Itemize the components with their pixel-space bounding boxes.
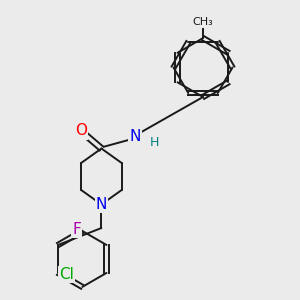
Text: Cl: Cl [59,267,74,282]
Text: O: O [75,123,87,138]
Text: N: N [130,129,141,144]
Text: CH₃: CH₃ [193,17,213,27]
Text: F: F [72,222,81,237]
Text: N: N [96,197,107,212]
Text: H: H [150,136,159,148]
